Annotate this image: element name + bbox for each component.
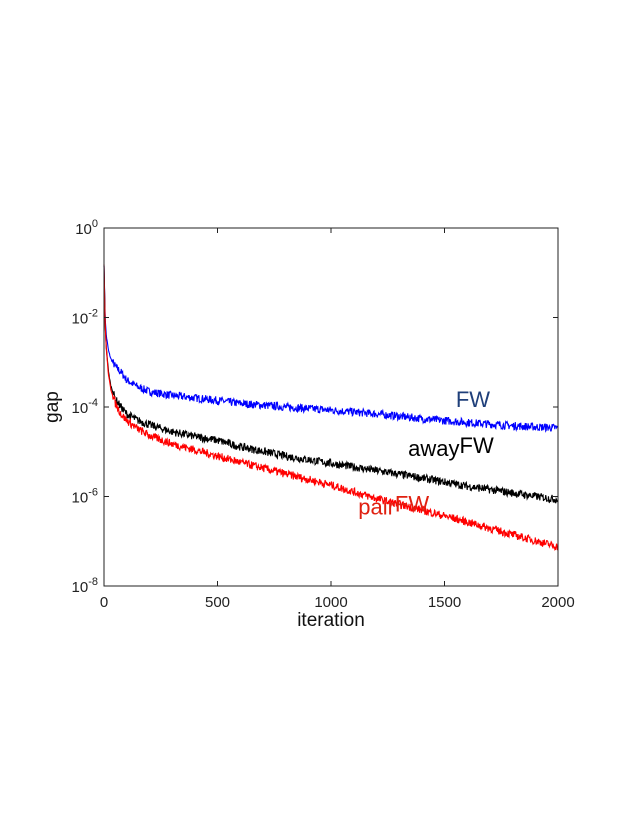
y-axis-title: gap — [42, 391, 63, 423]
series-line-pairfw — [103, 264, 559, 552]
series-line-awayfw — [103, 265, 559, 504]
y-tick-label: 10-2 — [72, 308, 98, 328]
x-tick-label: 1500 — [428, 594, 461, 611]
label-layer: FW awayFW pairFW — [358, 387, 494, 519]
y-tick-label: 10-8 — [72, 576, 98, 596]
x-axis-title: iteration — [297, 610, 365, 631]
y-tick-label: 100 — [75, 218, 98, 238]
x-tick-label: 0 — [100, 594, 108, 611]
series-label-awayfw: awayFW — [408, 433, 494, 461]
series-line-fw — [103, 265, 559, 433]
series-layer — [103, 264, 559, 552]
x-tick-label: 2000 — [541, 594, 574, 611]
x-tick-label: 500 — [205, 594, 230, 611]
x-tick-label: 1000 — [314, 594, 347, 611]
y-tick-label: 10-4 — [72, 397, 98, 417]
y-tick-label: 10-6 — [72, 487, 98, 507]
series-label-pairfw: pairFW — [358, 491, 429, 519]
tick-layer: 0 500 1000 1500 2000 10-8 10-6 10-4 10-2 100 — [72, 218, 575, 611]
series-label-fw: FW — [456, 387, 490, 412]
